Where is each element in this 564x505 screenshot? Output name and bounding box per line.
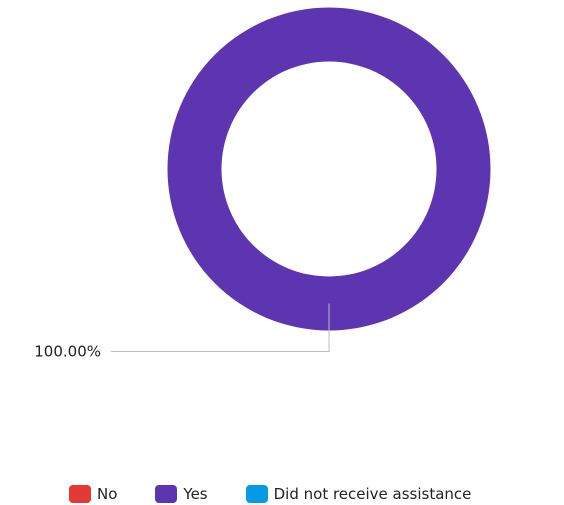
legend-item-no[interactable]: No: [69, 485, 117, 503]
legend-swatch-yes: [155, 485, 178, 503]
legend-swatch-did-not-receive-assistance: [245, 485, 268, 503]
legend-item-did-not-receive-assistance[interactable]: Did not receive assistance: [245, 485, 472, 503]
data-label-yes: 100.00%: [34, 343, 101, 361]
legend-label-no: No: [97, 485, 118, 503]
legend-swatch-no: [69, 485, 91, 503]
data-labels: 100.00%: [34, 303, 330, 361]
leader-line-yes: [111, 303, 330, 352]
chart-legend: No Yes Did not receive assistance: [69, 483, 471, 505]
donut-slice-yes[interactable]: [167, 7, 491, 331]
donut-slices: [167, 7, 491, 331]
legend-label-yes: Yes: [183, 485, 208, 503]
legend-item-yes[interactable]: Yes: [155, 485, 208, 503]
legend-label-did-not-receive-assistance: Did not receive assistance: [273, 485, 472, 503]
